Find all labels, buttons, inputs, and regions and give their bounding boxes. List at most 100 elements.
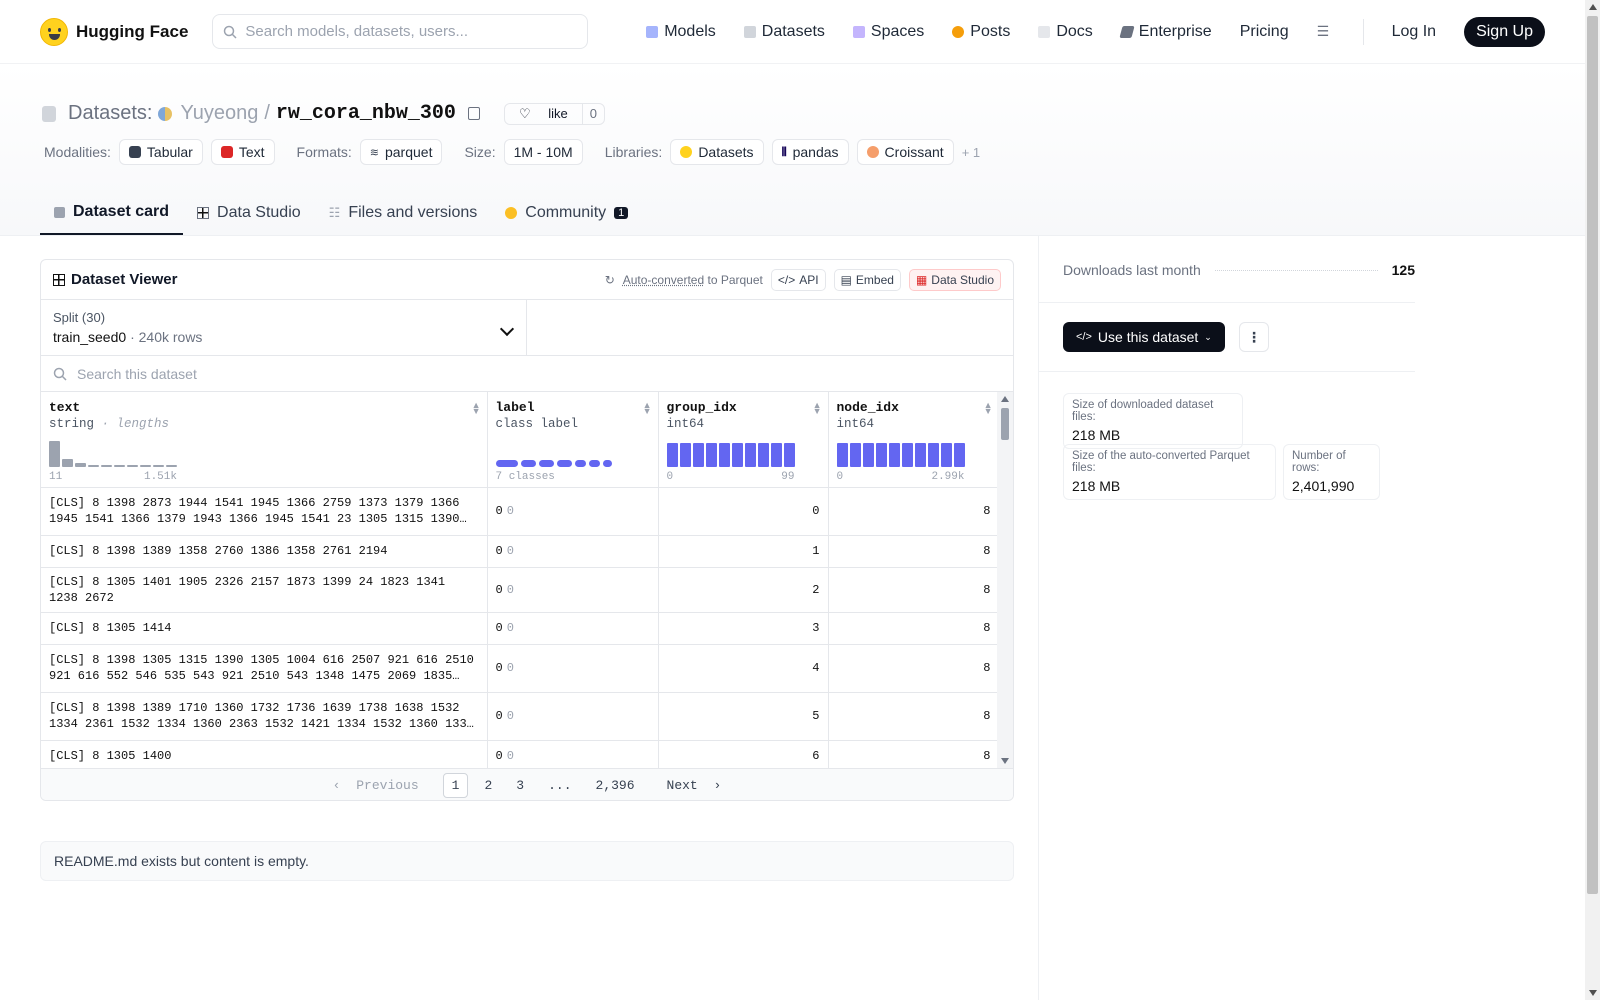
cell-node-idx[interactable]: 8	[828, 644, 1000, 693]
table-row[interactable]: [CLS] 8 1305 1414 0 0 3 8	[41, 612, 1000, 645]
page-2[interactable]: 2	[484, 778, 493, 793]
table-row[interactable]: [CLS] 8 1305 1400 0 0 6 8	[41, 740, 1000, 768]
column-header-node-idx[interactable]: node_idx int64 ▲ ▼ 0 2.99k	[828, 392, 1000, 488]
nav-pricing[interactable]: Pricing	[1240, 23, 1289, 41]
table-scrollbar[interactable]	[997, 392, 1013, 768]
cell-text[interactable]: [CLS] 8 1398 2873 1944 1541 1945 1366 27…	[41, 487, 488, 536]
cell-group-idx[interactable]: 1	[658, 535, 829, 568]
sort-icon[interactable]: ▲ ▼	[812, 400, 822, 416]
scroll-down-icon[interactable]	[1001, 758, 1009, 764]
auto-converted-link[interactable]: Auto-converted	[622, 272, 705, 287]
page-3[interactable]: 3	[516, 778, 525, 793]
nav-divider	[1362, 18, 1364, 45]
cell-group-idx[interactable]: 4	[658, 644, 829, 693]
tab-files[interactable]: ☷ Files and versions	[315, 193, 492, 235]
brand-logo[interactable]: Hugging Face	[40, 17, 189, 46]
table-row[interactable]: [CLS] 8 1398 1389 1710 1360 1732 1736 16…	[41, 692, 1000, 741]
scroll-up-icon[interactable]	[1001, 396, 1009, 402]
more-libraries[interactable]: + 1	[961, 144, 981, 160]
user-link[interactable]: Yuyeong	[180, 102, 259, 124]
cell-group-idx[interactable]: 3	[658, 612, 829, 645]
table-scroll-area[interactable]: text string · lengths ▲ ▼ 11 1.51k label c…	[41, 392, 1013, 768]
cell-text[interactable]: [CLS] 8 1398 1305 1315 1390 1305 1004 61…	[41, 644, 488, 693]
cell-text[interactable]: [CLS] 8 1305 1400	[41, 740, 488, 768]
login-link[interactable]: Log In	[1391, 22, 1437, 40]
more-menu-icon[interactable]: ☰	[1316, 23, 1330, 39]
tab-data-studio[interactable]: Data Studio	[183, 193, 315, 235]
signup-button[interactable]: Sign Up	[1464, 16, 1545, 47]
scroll-thumb[interactable]	[1587, 16, 1598, 894]
page-1[interactable]: 1	[442, 773, 469, 798]
tag-text[interactable]: Text	[210, 139, 275, 165]
table-row[interactable]: [CLS] 8 1305 1401 1905 2326 2157 1873 13…	[41, 567, 1000, 613]
user-avatar	[158, 106, 173, 121]
page-last[interactable]: 2,396	[595, 778, 635, 793]
nav-enterprise[interactable]: Enterprise	[1119, 22, 1212, 41]
tab-dataset-card[interactable]: Dataset card	[40, 193, 184, 235]
global-search-input[interactable]: Search models, datasets, users...	[212, 14, 589, 49]
column-header-label[interactable]: label class label ▲ ▼ 7 classes	[487, 392, 659, 488]
tag-datasets-lib[interactable]: Datasets	[670, 139, 764, 165]
api-button[interactable]: </> API	[770, 268, 826, 291]
table-row[interactable]: [CLS] 8 1398 1305 1315 1390 1305 1004 61…	[41, 644, 1000, 693]
cell-text[interactable]: [CLS] 8 1398 1389 1358 2760 1386 1358 27…	[41, 535, 488, 568]
tag-pandas[interactable]: ⫴ pandas	[771, 139, 849, 165]
cell-group-idx[interactable]: 2	[658, 567, 829, 613]
cell-group-idx[interactable]: 0	[658, 487, 829, 536]
scroll-up-icon[interactable]	[1589, 4, 1597, 10]
cell-text[interactable]: [CLS] 8 1398 1389 1710 1360 1732 1736 16…	[41, 692, 488, 741]
sort-icon[interactable]: ▲ ▼	[642, 400, 652, 416]
section-label[interactable]: Datasets:	[68, 102, 153, 124]
cell-group-idx[interactable]: 5	[658, 692, 829, 741]
page-scrollbar[interactable]	[1585, 0, 1600, 1000]
brand-name: Hugging Face	[76, 21, 189, 41]
nav-posts[interactable]: Posts	[952, 23, 1010, 41]
cell-node-idx[interactable]: 8	[828, 535, 1000, 568]
next-button[interactable]: Next ›	[651, 774, 730, 797]
nav-spaces[interactable]: Spaces	[852, 23, 924, 41]
tag-tabular[interactable]: Tabular	[118, 139, 203, 165]
repo-name[interactable]: rw_cora_nbw_300	[275, 102, 456, 125]
sort-icon[interactable]: ▲ ▼	[471, 400, 481, 416]
cell-node-idx[interactable]: 8	[828, 612, 1000, 645]
like-button[interactable]: ♡ like 0	[503, 102, 605, 125]
sort-icon[interactable]: ▲ ▼	[983, 400, 993, 416]
nav-enterprise-label: Enterprise	[1138, 22, 1212, 40]
cell-text[interactable]: [CLS] 8 1305 1414	[41, 612, 488, 645]
table-row[interactable]: [CLS] 8 1398 2873 1944 1541 1945 1366 27…	[41, 487, 1000, 536]
nav-models[interactable]: Models	[646, 23, 716, 41]
tag-parquet[interactable]: ≋ parquet	[359, 139, 443, 165]
tag-croissant[interactable]: Croissant	[856, 139, 954, 165]
cell-text[interactable]: [CLS] 8 1305 1401 1905 2326 2157 1873 13…	[41, 567, 488, 613]
column-header-text[interactable]: text string · lengths ▲ ▼ 11 1.51k	[41, 392, 488, 488]
cell-node-idx[interactable]: 8	[828, 487, 1000, 536]
use-this-dataset-button[interactable]: </> Use this dataset ⌄	[1063, 322, 1225, 352]
cell-group-idx[interactable]: 6	[658, 740, 829, 768]
previous-button[interactable]: ‹ Previous	[325, 774, 435, 797]
tab-community[interactable]: Community 1	[491, 193, 642, 235]
cell-node-idx[interactable]: 8	[828, 567, 1000, 613]
embed-button[interactable]: ▤ Embed	[833, 268, 901, 291]
data-studio-button[interactable]: ▦ Data Studio	[908, 268, 1001, 291]
scroll-thumb[interactable]	[1001, 408, 1009, 440]
node-idx-histogram	[836, 439, 965, 467]
scroll-down-icon[interactable]	[1589, 990, 1597, 996]
nav-docs[interactable]: Docs	[1038, 23, 1093, 41]
table-row[interactable]: [CLS] 8 1398 1389 1358 2760 1386 1358 27…	[41, 535, 1000, 568]
dataset-search-input[interactable]: Search this dataset	[41, 356, 1013, 392]
cell-node-idx[interactable]: 8	[828, 692, 1000, 741]
cell-node-idx[interactable]: 8	[828, 740, 1000, 768]
split-selector[interactable]: Split (30) train_seed0 · 240k rows	[41, 300, 527, 355]
column-header-group-idx[interactable]: group_idx int64 ▲ ▼ 0 99	[658, 392, 829, 488]
more-options-button[interactable]: ⋮	[1239, 322, 1269, 352]
copy-icon[interactable]	[467, 107, 480, 120]
nav-datasets[interactable]: Datasets	[743, 23, 825, 41]
tag-size[interactable]: 1M - 10M	[503, 139, 583, 165]
